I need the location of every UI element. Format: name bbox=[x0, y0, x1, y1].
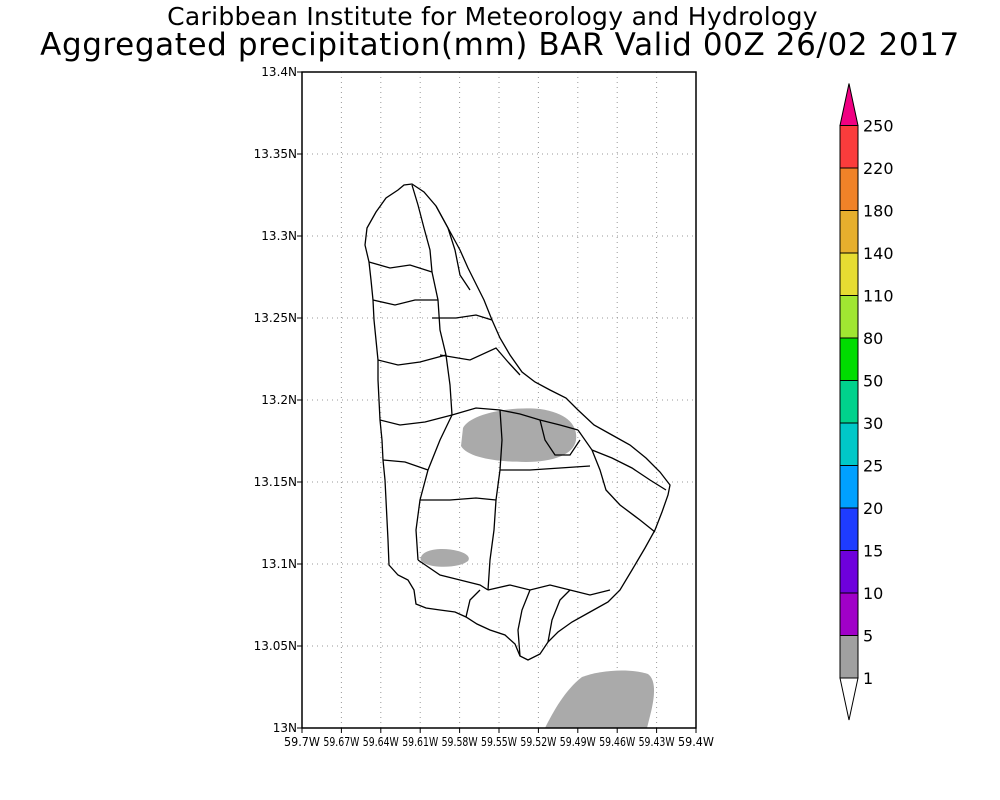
legend-color-segment bbox=[839, 465, 859, 509]
legend-overflow-triangle bbox=[839, 83, 859, 126]
precip-area-offshore bbox=[545, 670, 655, 728]
boundary-line bbox=[432, 314, 493, 321]
legend-label: 10 bbox=[863, 584, 883, 603]
boundary-line bbox=[382, 459, 429, 471]
legend-label: 50 bbox=[863, 372, 883, 391]
lon-tick-label: 59.4W bbox=[678, 735, 714, 749]
legend-label: 80 bbox=[863, 329, 883, 348]
map-title: Caribbean Institute for Meteorology and … bbox=[167, 2, 818, 31]
lon-tick-label: 59.49W bbox=[560, 735, 596, 749]
boundary-line bbox=[368, 261, 433, 273]
legend-label: 20 bbox=[863, 499, 883, 518]
boundary-line bbox=[417, 559, 489, 591]
legend-color-segment bbox=[839, 295, 859, 339]
lon-tick-label: 59.52W bbox=[520, 735, 556, 749]
island-outline bbox=[364, 183, 671, 661]
coastline bbox=[364, 183, 671, 661]
legend-label: 30 bbox=[863, 414, 883, 433]
legend-color-segment bbox=[839, 210, 859, 254]
legend-color-segment bbox=[839, 592, 859, 636]
lon-tick-label: 59.43W bbox=[639, 735, 675, 749]
boundary-line bbox=[431, 271, 453, 416]
legend-label: 25 bbox=[863, 457, 883, 476]
legend-color-segment bbox=[839, 252, 859, 296]
lat-tick-label: 13.3N bbox=[261, 229, 297, 243]
boundary-line bbox=[420, 497, 497, 501]
legend-color-segment bbox=[839, 380, 859, 424]
legend-label: 220 bbox=[863, 159, 894, 178]
longitude-axis: 59.7W 59.67W 59.64W 59.61W 59.58W 59.55W 59.52… bbox=[284, 728, 714, 749]
lat-tick-label: 13.4N bbox=[261, 65, 297, 79]
legend-color-segment bbox=[839, 507, 859, 551]
lon-tick-label: 59.64W bbox=[363, 735, 399, 749]
legend-color-segment bbox=[839, 125, 859, 169]
lat-tick-label: 13.35N bbox=[254, 147, 297, 161]
boundary-line bbox=[377, 354, 447, 366]
legend-color-segment bbox=[839, 337, 859, 381]
lon-tick-label: 59.61W bbox=[402, 735, 438, 749]
lon-tick-label: 59.67W bbox=[323, 735, 359, 749]
lon-tick-label: 59.55W bbox=[481, 735, 517, 749]
boundary-line bbox=[372, 299, 438, 306]
lat-tick-label: 13.15N bbox=[254, 475, 297, 489]
legend-label: 5 bbox=[863, 627, 873, 646]
legend-label: 110 bbox=[863, 287, 894, 306]
boundary-line bbox=[500, 465, 591, 471]
boundary-line bbox=[487, 584, 611, 596]
legend-label: 250 bbox=[863, 117, 894, 136]
boundary-line bbox=[415, 414, 453, 561]
legend-color-segment bbox=[839, 550, 859, 594]
lat-tick-label: 13.2N bbox=[261, 393, 297, 407]
boundary-line bbox=[539, 419, 581, 456]
latitude-axis: 13N 13.05N 13.1N 13.15N 13.2N 13.25N 13.3N 13.3… bbox=[254, 65, 302, 735]
lon-tick-label: 59.46W bbox=[599, 735, 635, 749]
lon-tick-label: 59.7W bbox=[284, 735, 320, 749]
boundary-line bbox=[517, 589, 531, 657]
boundary-line bbox=[451, 407, 579, 431]
boundary-line bbox=[379, 414, 453, 426]
legend-label: 15 bbox=[863, 542, 883, 561]
legend-color-segment bbox=[839, 167, 859, 211]
boundary-line bbox=[411, 184, 433, 273]
lat-tick-label: 13N bbox=[273, 721, 297, 735]
boundary-line bbox=[591, 449, 667, 491]
boundary-line bbox=[465, 589, 481, 618]
lat-tick-label: 13.1N bbox=[261, 557, 297, 571]
precip-area-southwest bbox=[420, 549, 469, 567]
legend-label: 140 bbox=[863, 244, 894, 263]
legend-label: 1 bbox=[863, 669, 873, 688]
legend-underflow-triangle bbox=[839, 677, 859, 721]
precip-areas bbox=[420, 408, 655, 728]
map-subtitle: Aggregated precipitation(mm) BAR Valid 0… bbox=[40, 27, 960, 63]
legend-color-segment bbox=[839, 422, 859, 466]
legend-color-segment bbox=[839, 635, 859, 679]
legend-label: 180 bbox=[863, 202, 894, 221]
boundary-line bbox=[439, 347, 521, 376]
gridlines bbox=[302, 72, 696, 728]
lon-tick-label: 59.58W bbox=[442, 735, 478, 749]
lat-tick-label: 13.25N bbox=[254, 311, 297, 325]
boundary-line bbox=[435, 205, 471, 291]
lat-tick-label: 13.05N bbox=[254, 639, 297, 653]
boundary-line bbox=[547, 589, 571, 643]
